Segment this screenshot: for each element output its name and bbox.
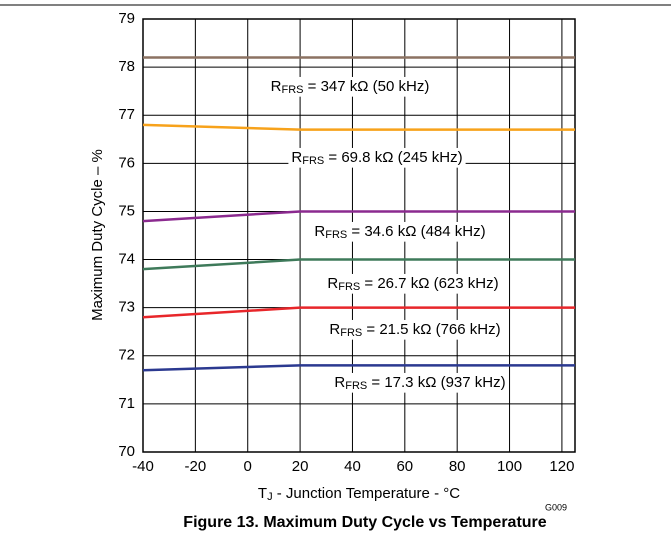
y-tick-label: 77 — [118, 106, 135, 123]
series-line — [142, 123, 575, 131]
y-tick-label: 70 — [118, 443, 135, 460]
series-line — [142, 258, 575, 271]
label-background — [311, 221, 489, 242]
series-line — [142, 364, 575, 372]
series-label: RFRS = 17.3 kΩ (937 kHz) — [334, 374, 505, 392]
y-tick-label: 71 — [118, 395, 135, 412]
y-tick-label: 76 — [118, 154, 135, 171]
series-label: RFRS = 69.8 kΩ (245 kHz) — [291, 149, 462, 167]
series-line — [142, 306, 575, 319]
series-label: RFRS = 347 kΩ (50 kHz) — [271, 78, 430, 96]
y-tick-label: 75 — [118, 202, 135, 219]
y-tick-label: 73 — [118, 299, 135, 316]
label-background — [267, 76, 433, 97]
x-tick-label: 80 — [449, 458, 466, 475]
x-tick-label: 20 — [292, 458, 309, 475]
plot-frame — [142, 18, 576, 453]
x-tick-label: 100 — [497, 458, 522, 475]
chart-title: Figure 13. Maximum Duty Cycle vs Tempera… — [183, 514, 546, 531]
x-tick-label: 0 — [244, 458, 252, 475]
y-tick-label: 78 — [118, 58, 135, 75]
x-tick-label: 60 — [396, 458, 413, 475]
y-axis-label: Maximum Duty Cycle – % — [89, 149, 106, 321]
x-tick-label: -40 — [132, 458, 154, 475]
label-background — [288, 147, 466, 168]
y-tick-label: 72 — [118, 347, 135, 364]
x-tick-label: 120 — [549, 458, 574, 475]
label-background — [326, 319, 504, 340]
series-line — [142, 210, 575, 223]
figure-code: G009 — [545, 502, 567, 512]
y-tick-label: 79 — [118, 10, 135, 27]
y-tick-label: 74 — [118, 251, 135, 268]
series-label: RFRS = 21.5 kΩ (766 kHz) — [329, 321, 500, 339]
series-label: RFRS = 26.7 kΩ (623 kHz) — [327, 275, 498, 293]
label-background — [324, 273, 502, 294]
label-background — [331, 372, 509, 393]
x-axis-label: TJ - Junction Temperature - °C — [258, 485, 460, 503]
series-label: RFRS = 34.6 kΩ (484 kHz) — [314, 223, 485, 241]
x-tick-label: -20 — [185, 458, 207, 475]
x-tick-label: 40 — [344, 458, 361, 475]
